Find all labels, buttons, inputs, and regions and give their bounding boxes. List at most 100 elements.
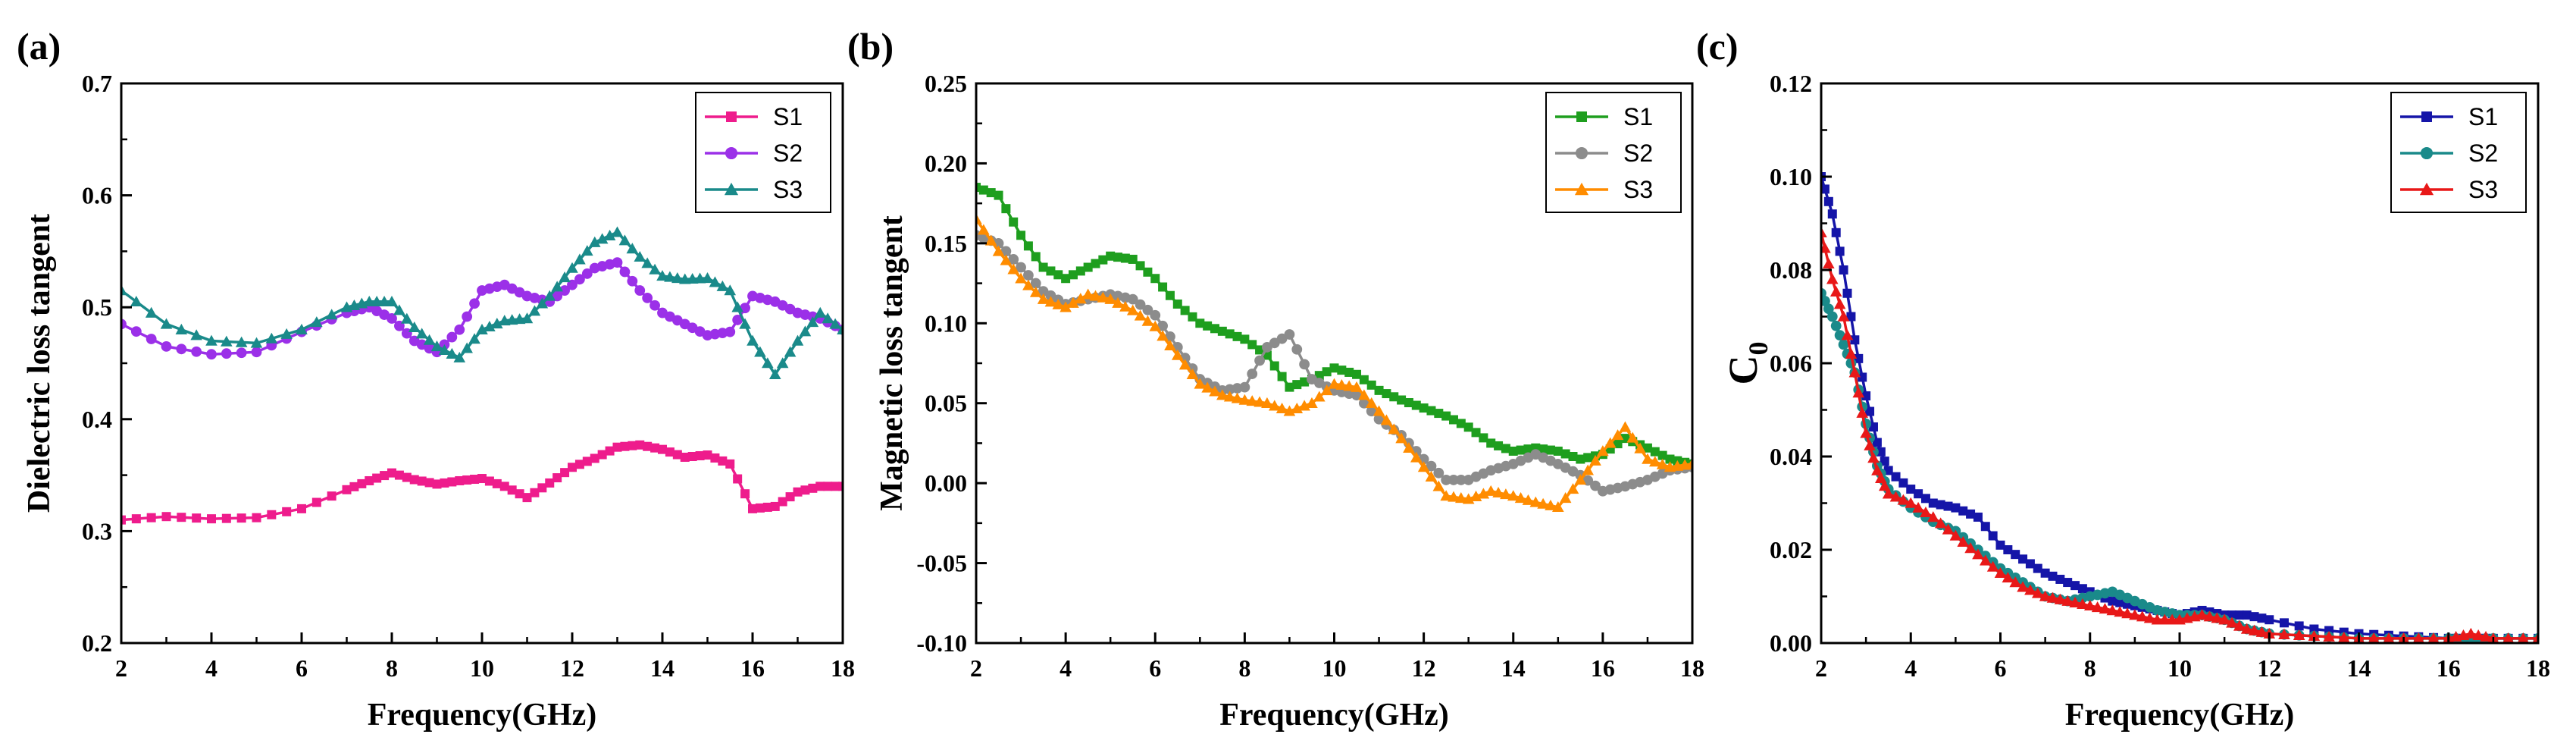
point-S3 [1373,405,1385,416]
y-tick-label: -0.10 [916,629,967,657]
point-S3 [1223,391,1236,402]
point-S3 [1529,496,1542,507]
point-S3 [1365,397,1378,408]
x-tick-label: 6 [1149,654,1161,682]
point-S2 [1284,329,1295,340]
point-S1 [221,513,231,523]
point-S3 [1867,452,1880,463]
point-S2 [1441,475,1452,485]
point-S3 [1500,488,1512,500]
point-S1 [1576,454,1585,464]
point-S1 [2265,615,2274,625]
panel-label: (a) [17,25,61,67]
point-S3 [2196,609,2208,620]
point-S1 [1091,259,1100,268]
point-S1 [733,474,743,484]
point-S1 [2011,550,2020,560]
point-S1 [1441,411,1451,421]
x-axis-label: Frequency(GHz) [1219,698,1449,733]
point-S3 [1829,285,1842,296]
point-S1 [1479,433,1488,443]
point-S1 [1203,321,1213,331]
point-S2 [1008,254,1019,265]
point-S3 [1626,431,1639,443]
point-S2 [251,347,262,358]
point-S3 [2054,593,2067,604]
point-S1 [1210,324,1219,334]
point-S1 [582,457,592,466]
point-S1 [1880,457,1889,466]
point-S1 [1053,270,1063,280]
point-S3 [2427,632,2440,643]
point-S3 [1201,381,1213,393]
point-S3 [2472,629,2484,640]
point-S1 [1523,444,1533,454]
point-S3 [2480,631,2492,642]
point-S3 [1942,523,1955,535]
point-S1 [1009,217,1019,227]
point-S3 [1905,497,1917,508]
point-S1 [1329,363,1339,373]
point-S2 [627,275,638,287]
series-line-S3 [1821,232,2538,640]
point-S1 [1973,512,1983,522]
point-S3 [1313,391,1326,402]
point-S2 [1351,390,1362,401]
point-S3 [2121,607,2133,619]
legend-marker-S1 [726,111,737,122]
y-tick-label: 0.2 [82,629,112,657]
point-S3 [1477,488,1490,499]
point-S3 [1171,349,1184,360]
point-S1 [560,468,570,478]
point-S1 [1113,253,1123,262]
point-S3 [1238,394,1251,405]
point-S2 [619,266,631,278]
point-S3 [1246,395,1259,406]
point-S1 [499,482,509,491]
y-axis-label: C0 [1720,342,1773,385]
point-S3 [1964,542,1977,554]
point-S1 [1642,443,1652,453]
point-S3 [160,318,173,329]
point-S1 [402,472,412,482]
point-S2 [1433,467,1445,478]
point-S3 [1889,491,1902,502]
point-S3 [363,296,376,307]
point-S1 [1001,204,1011,214]
point-S1 [1068,270,1078,280]
point-S1 [1240,334,1250,344]
point-S3 [2024,584,2036,595]
point-S1 [1172,299,1182,309]
point-S3 [2248,624,2261,635]
point-S1 [978,185,988,195]
point-S3 [1485,485,1498,496]
point-S3 [1164,340,1176,351]
x-tick-label: 10 [470,654,494,682]
point-S3 [1686,458,1692,469]
point-S3 [1037,293,1050,304]
point-S3 [2412,632,2425,643]
point-S1 [297,504,306,513]
point-S1 [1821,184,1829,194]
point-S1 [1831,227,1841,237]
point-S1 [2234,610,2244,620]
point-S3 [265,332,278,344]
point-S1 [1277,372,1287,381]
point-S3 [656,270,668,281]
y-tick-label: 0.10 [925,309,967,337]
point-S1 [823,482,833,491]
point-S1 [2025,559,2035,569]
y-tick-label: 0.20 [925,149,967,177]
point-S1 [462,475,472,485]
point-S1 [1865,406,1875,416]
point-S3 [649,263,661,275]
point-S1 [831,482,840,491]
point-S2 [161,340,172,352]
point-S3 [739,318,751,329]
point-S1 [755,503,765,513]
point-S1 [2063,578,2073,588]
point-S1 [643,441,653,451]
x-tick-label: 6 [296,654,308,682]
point-S3 [1864,439,1876,450]
point-S3 [1912,501,1924,513]
